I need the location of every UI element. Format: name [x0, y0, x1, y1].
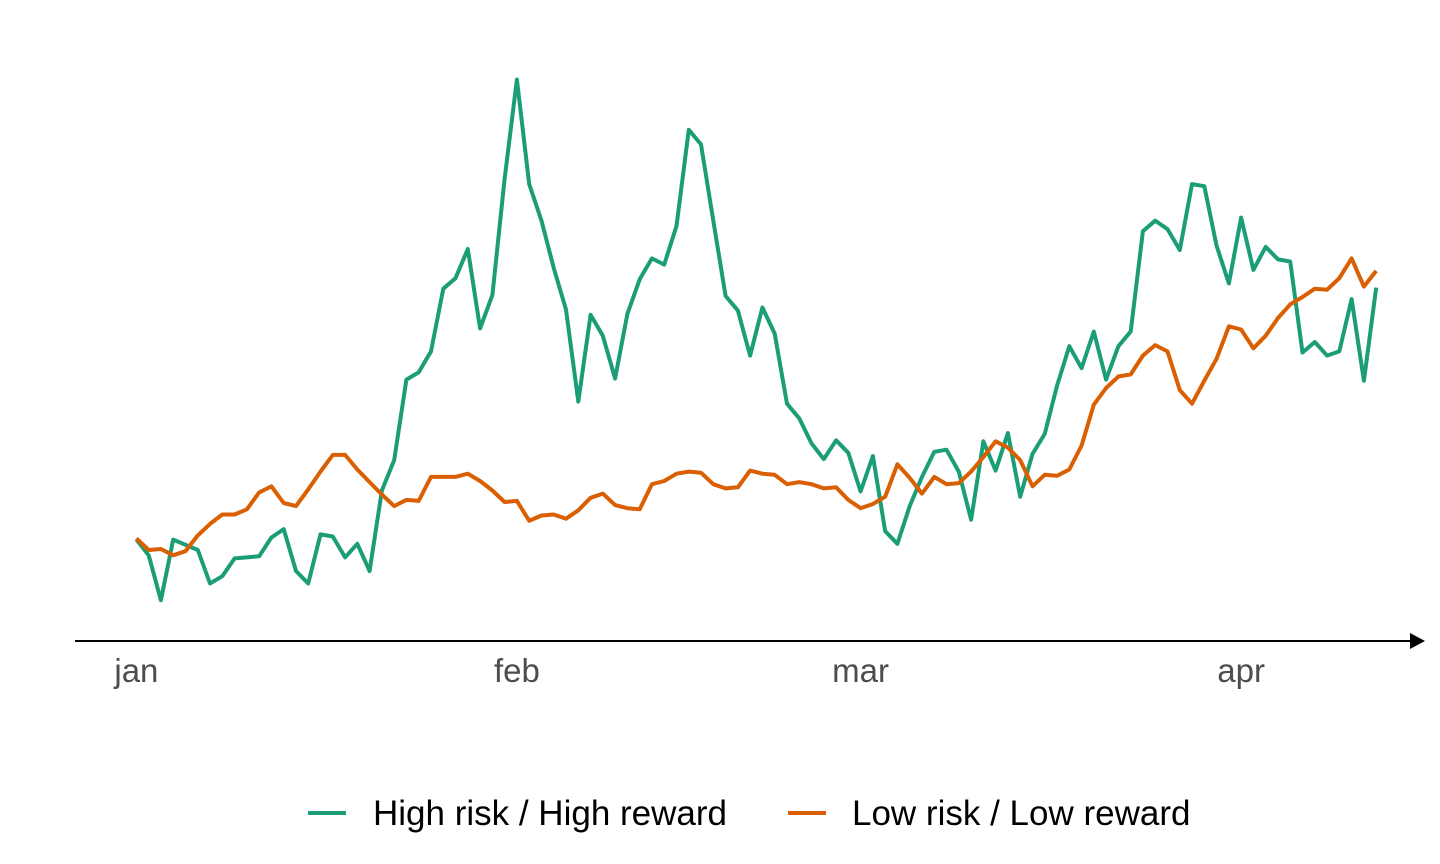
x-tick-label: mar	[832, 652, 889, 689]
legend-label-2: Low risk / Low reward	[852, 794, 1190, 833]
legend-label-1: High risk / High reward	[373, 794, 727, 833]
legend: High risk / High reward Low risk / Low re…	[308, 794, 1190, 833]
x-axis-arrow-icon	[1410, 633, 1425, 649]
x-axis	[75, 633, 1425, 649]
x-tick-labels: jan feb mar apr	[113, 652, 1265, 689]
x-tick-label: feb	[494, 652, 540, 689]
series-line-1	[134, 77, 1379, 603]
x-tick-label: apr	[1217, 652, 1265, 689]
series-line-2	[135, 256, 1378, 558]
series-layer	[134, 77, 1379, 603]
x-tick-label: jan	[113, 652, 158, 689]
